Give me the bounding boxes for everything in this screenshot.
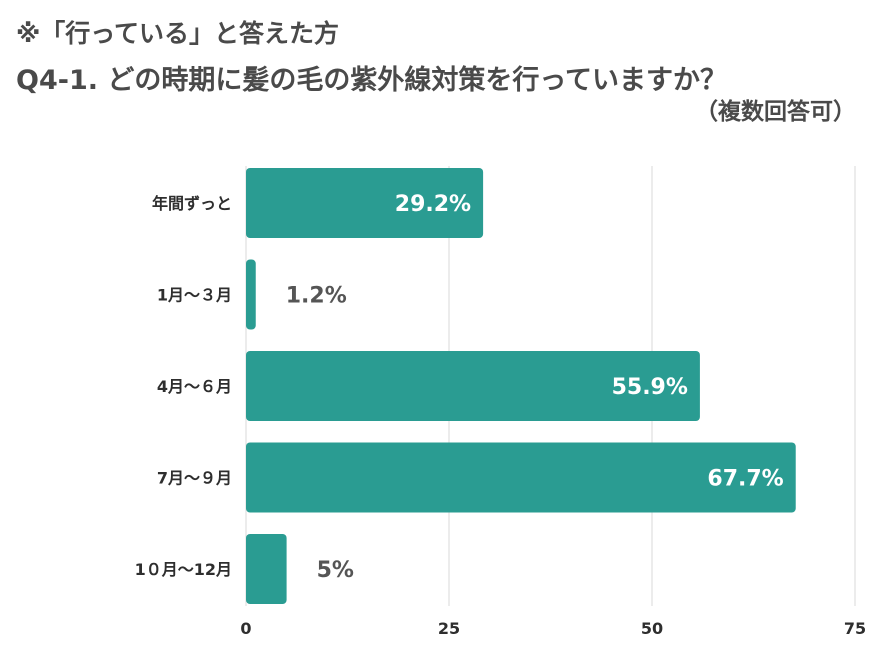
chart-note: （複数回答可） (695, 99, 856, 125)
category-label-4: 1０月〜12月 (135, 560, 232, 579)
bar-2 (246, 351, 700, 421)
x-tick-label-0: 0 (240, 619, 251, 638)
bar-3 (246, 442, 796, 513)
chart-subtitle: ※「行っている」と答えた方 (16, 19, 340, 48)
bar-1 (246, 259, 256, 330)
data-label-3: 67.7% (707, 467, 783, 492)
data-label-2: 55.9% (612, 375, 688, 400)
x-tick-label-2: 50 (641, 619, 663, 638)
bar-4 (246, 534, 287, 604)
category-label-2: 4月〜６月 (157, 377, 232, 396)
chart-title: Q4-1. どの時期に髪の毛の紫外線対策を行っていますか？ (16, 65, 728, 96)
x-tick-label-1: 25 (438, 619, 460, 638)
category-label-0: 年間ずっと (152, 194, 232, 213)
bar-0 (246, 168, 484, 238)
category-label-3: 7月〜９月 (157, 469, 232, 488)
data-label-1: 1.2% (286, 284, 347, 309)
category-label-1: 1月〜３月 (157, 286, 232, 305)
data-label-0: 29.2% (395, 192, 471, 217)
data-label-4: 5% (317, 558, 354, 583)
x-tick-label-3: 75 (844, 619, 866, 638)
